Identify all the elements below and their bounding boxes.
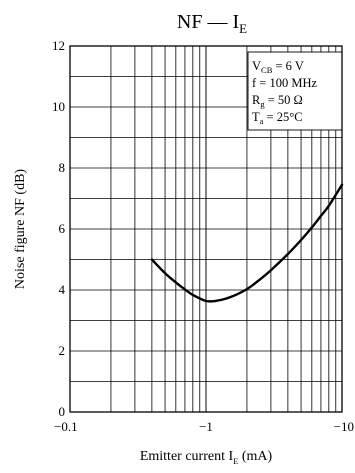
y-tick-label: 4 xyxy=(59,282,66,297)
y-tick-label: 8 xyxy=(59,160,66,175)
chart-title: NF — IE xyxy=(177,11,247,36)
y-tick-labels: 0 2 4 6 8 10 12 xyxy=(52,38,66,419)
x-axis-label: Emitter current IE (mA) xyxy=(140,449,273,466)
y-tick-label: 12 xyxy=(52,38,65,53)
condition-line: VCB = 6 V xyxy=(252,59,304,75)
condition-line: Ta = 25°C xyxy=(252,110,303,126)
nf-curve xyxy=(150,183,344,303)
y-tick-label: 2 xyxy=(59,343,66,358)
y-tick-label: 10 xyxy=(52,99,65,114)
condition-line: f = 100 MHz xyxy=(252,76,317,90)
series-group xyxy=(150,183,344,303)
x-tick-label: −1 xyxy=(199,419,213,434)
y-axis-label: Noise figure NF (dB) xyxy=(13,169,28,289)
y-tick-label: 6 xyxy=(59,221,66,236)
x-tick-label: −10 xyxy=(334,419,354,434)
condition-line: Rg = 50 Ω xyxy=(252,93,303,109)
y-tick-label: 0 xyxy=(59,404,66,419)
x-tick-labels: −0.1 −1 −10 xyxy=(54,419,354,434)
conditions-legend: VCB = 6 Vf = 100 MHz Rg = 50 ΩTa = 25°C xyxy=(247,51,343,131)
plot-frame xyxy=(69,45,343,413)
x-tick-label: −0.1 xyxy=(54,419,78,434)
